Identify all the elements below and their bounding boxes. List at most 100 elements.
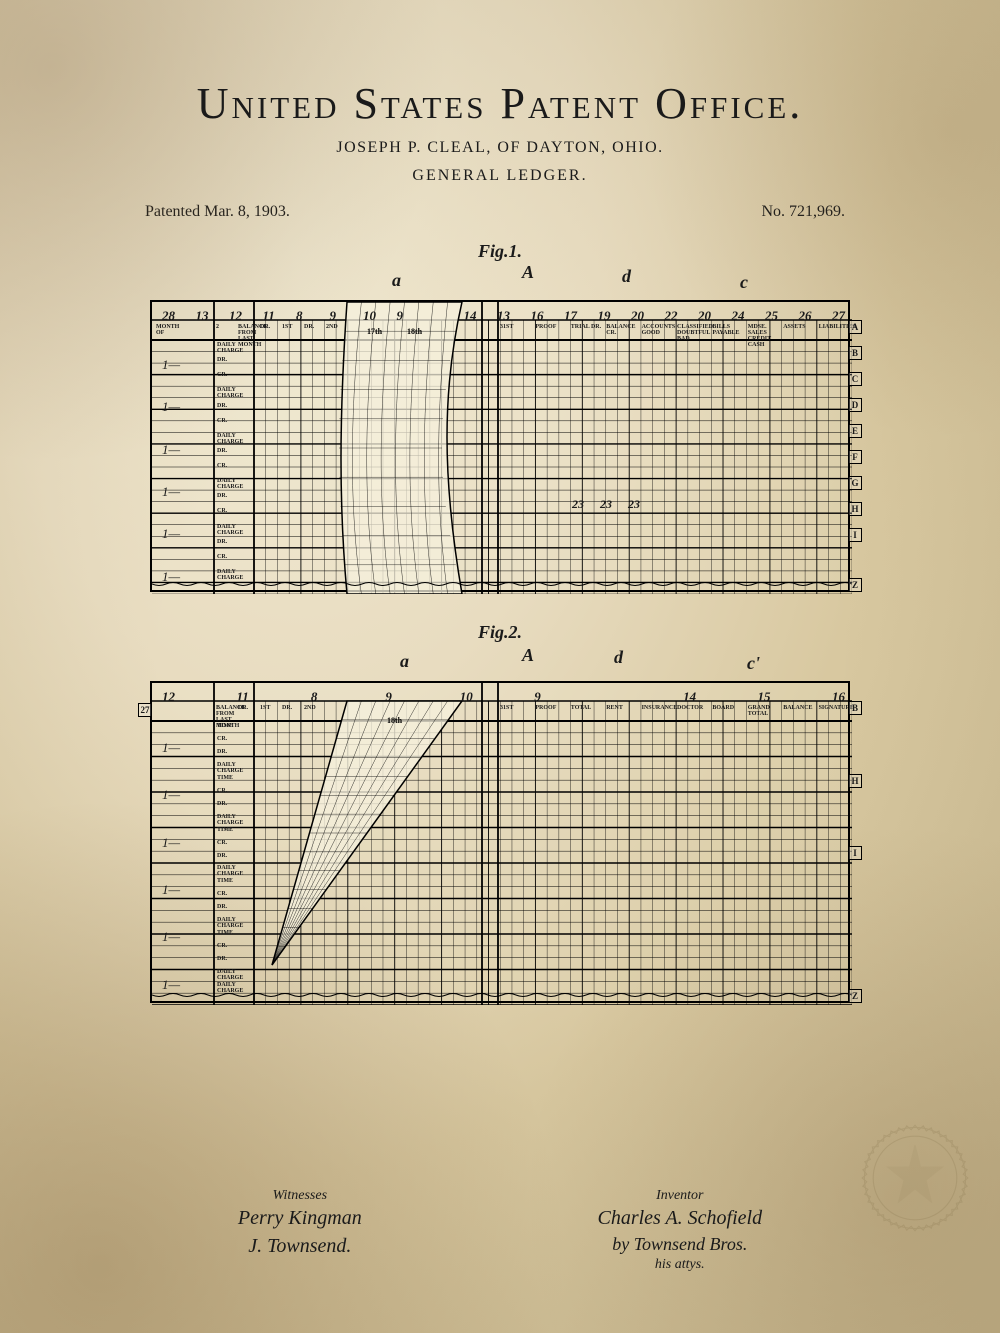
row-label: Time	[217, 775, 253, 781]
row-label: Cr.	[217, 418, 253, 424]
header-cell: ACCOUNTS Good	[642, 324, 675, 336]
col-number: 14	[683, 689, 696, 705]
header-cell: GRAND TOTAL	[748, 705, 781, 717]
index-tab: I	[848, 528, 862, 542]
index-tab: G	[848, 476, 862, 490]
header-cell: LIABILITIES	[819, 324, 852, 330]
col-number: 9	[385, 689, 392, 705]
row-label: Time	[217, 930, 253, 936]
figure-2-ledger: 18th 12118910914151631stProofTOTALRENTIN…	[150, 681, 850, 1003]
row-label: Cr.	[217, 554, 253, 560]
patent-number: No. 721,969.	[761, 203, 845, 221]
header-cell: TRIAL Dr.	[571, 324, 604, 330]
col-number: 11	[236, 689, 248, 705]
inventor-block: Inventor Charles A. Schofield by Townsen…	[597, 1188, 762, 1273]
col-number: 9	[397, 308, 404, 324]
row-label: Time	[217, 878, 253, 884]
header-cell: MDSE. SALES Credit Cash	[748, 324, 781, 348]
index-tab: E	[848, 424, 862, 438]
row-label: Cr.	[217, 788, 253, 794]
row-label: Cr.	[217, 372, 253, 378]
index-tab: B	[848, 701, 862, 715]
patent-header: United States Patent Office. JOSEPH P. C…	[0, 0, 1000, 185]
index-tab: D	[848, 398, 862, 412]
col-number: 15	[758, 689, 771, 705]
figure-1-label: Fig.1.	[150, 241, 850, 262]
figure-2-label: Fig.2.	[150, 622, 850, 643]
row-label: Daily Charge	[217, 762, 253, 774]
row-marker: 1—	[162, 357, 180, 373]
col-number: 10	[363, 308, 376, 324]
index-tab: H	[848, 774, 862, 788]
index-tab: H	[848, 502, 862, 516]
row-label: Dr.	[217, 403, 253, 409]
row-marker: 1—	[162, 977, 180, 993]
witnesses-heading: Witnesses	[238, 1188, 362, 1204]
patent-seal-icon	[860, 1123, 970, 1233]
row-marker: 1—	[162, 929, 180, 945]
col-number: 9	[534, 689, 541, 705]
col-number: 20	[698, 308, 711, 324]
col-number: 12	[229, 308, 242, 324]
header-cell: 31st	[500, 324, 533, 330]
header-cell: 2nd	[326, 324, 356, 330]
row-label: Dr.	[217, 956, 253, 962]
sample-value: 23	[628, 497, 640, 512]
header-cell: 31st	[500, 705, 533, 711]
col-number: 16	[531, 308, 544, 324]
col-number: 13	[497, 308, 510, 324]
reference-letter: a	[392, 270, 401, 291]
header-cell: MONTH OF	[156, 324, 186, 336]
col-number: 20	[631, 308, 644, 324]
row-label: Cr.	[217, 463, 253, 469]
col-number: 27	[832, 308, 845, 324]
header-cell: INSURANCE	[642, 705, 675, 711]
col-number: 14	[464, 308, 477, 324]
row-label: Daily Charge	[217, 917, 253, 929]
header-cell: BALANCE	[783, 705, 816, 711]
inventor-line: JOSEPH P. CLEAL, OF DAYTON, OHIO.	[0, 139, 1000, 157]
index-tab: Z	[848, 989, 862, 1003]
row-label: Cr.	[217, 840, 253, 846]
col-number: 16	[832, 689, 845, 705]
row-marker: 1—	[162, 484, 180, 500]
row-marker: 1—	[162, 399, 180, 415]
row-label: Daily Charge	[217, 969, 253, 981]
row-marker: 1—	[162, 442, 180, 458]
row-label: Time	[217, 827, 253, 833]
row-label: Dr.	[217, 448, 253, 454]
row-label: Dr.	[217, 853, 253, 859]
row-label: Daily Charge	[217, 524, 253, 536]
figures-container: Fig.1. 17th18th 281312118910914131617192…	[0, 241, 1000, 1003]
row-label: Dr.	[217, 357, 253, 363]
col-number: 13	[196, 308, 209, 324]
header-cell: Proof	[535, 705, 568, 711]
index-tab: A	[848, 320, 862, 334]
row-label: Dr.	[217, 801, 253, 807]
row-marker: 1—	[162, 787, 180, 803]
figure-1-ledger: 17th18th 2813121189109141316171920222024…	[150, 300, 850, 592]
index-tab: B	[848, 346, 862, 360]
office-title: United States Patent Office.	[0, 78, 1000, 129]
header-cell: 2nd	[304, 705, 334, 711]
row-label: Cr.	[217, 508, 253, 514]
witness-2: J. Townsend.	[238, 1232, 362, 1260]
col-number: 17	[564, 308, 577, 324]
row-marker: 1—	[162, 740, 180, 756]
row-marker: 1—	[162, 569, 180, 585]
header-cell: CLASSIFIED Doubtful Bad	[677, 324, 710, 342]
col-number: 25	[765, 308, 778, 324]
reference-letter: d	[614, 647, 623, 668]
figure-2: Fig.2. 18th 12118910914151631stProofTOTA…	[150, 622, 850, 1003]
svg-text:18th: 18th	[387, 716, 403, 725]
reference-letter: d	[622, 266, 631, 287]
col-number: 24	[732, 308, 745, 324]
col-number: 10	[460, 689, 473, 705]
sample-value: 23	[572, 497, 584, 512]
row-marker: 1—	[162, 835, 180, 851]
svg-text:18th: 18th	[407, 327, 423, 336]
witnesses-block: Witnesses Perry Kingman J. Townsend.	[238, 1188, 362, 1273]
attorney-suffix: his attys.	[597, 1257, 762, 1273]
row-label: Daily Charge	[217, 433, 253, 445]
row-label: Dr.	[217, 749, 253, 755]
